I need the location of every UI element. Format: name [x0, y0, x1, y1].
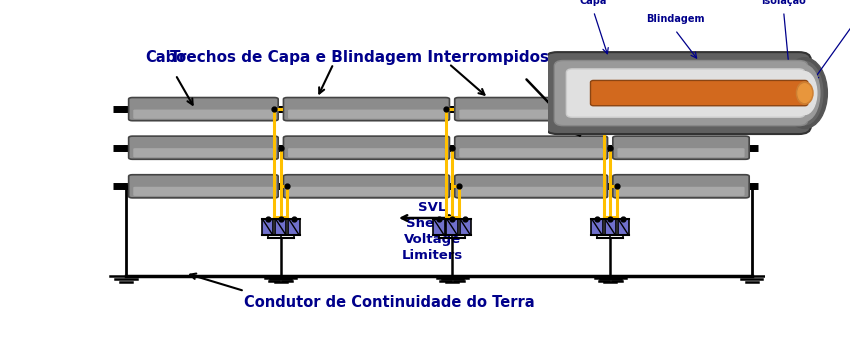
FancyBboxPatch shape [133, 187, 274, 196]
Text: Cabo: Cabo [145, 50, 186, 65]
Ellipse shape [793, 72, 817, 115]
Ellipse shape [782, 58, 827, 129]
Text: Blindagem: Blindagem [646, 14, 705, 24]
FancyBboxPatch shape [592, 219, 603, 235]
FancyBboxPatch shape [288, 148, 445, 158]
Text: Trechos de Capa e Blindagem Interrompidos: Trechos de Capa e Blindagem Interrompido… [170, 50, 549, 65]
FancyBboxPatch shape [128, 97, 278, 121]
Ellipse shape [798, 84, 812, 102]
FancyBboxPatch shape [613, 97, 749, 121]
Text: SVL
Sheath
Voltage
Limiters: SVL Sheath Voltage Limiters [402, 202, 463, 262]
FancyBboxPatch shape [283, 97, 450, 121]
FancyBboxPatch shape [455, 97, 608, 121]
FancyBboxPatch shape [288, 110, 445, 119]
FancyBboxPatch shape [128, 136, 278, 159]
FancyBboxPatch shape [283, 175, 450, 198]
FancyBboxPatch shape [460, 219, 471, 235]
FancyBboxPatch shape [618, 219, 629, 235]
FancyBboxPatch shape [613, 175, 749, 198]
FancyBboxPatch shape [617, 148, 745, 158]
FancyBboxPatch shape [604, 219, 615, 235]
FancyBboxPatch shape [617, 110, 745, 119]
FancyBboxPatch shape [617, 187, 745, 196]
FancyBboxPatch shape [275, 219, 286, 235]
FancyBboxPatch shape [455, 136, 608, 159]
FancyBboxPatch shape [591, 81, 808, 106]
FancyBboxPatch shape [262, 219, 273, 235]
FancyBboxPatch shape [128, 175, 278, 198]
FancyBboxPatch shape [545, 52, 811, 134]
FancyBboxPatch shape [133, 110, 274, 119]
FancyBboxPatch shape [288, 219, 299, 235]
FancyBboxPatch shape [459, 187, 603, 196]
FancyBboxPatch shape [283, 136, 450, 159]
Text: Capa: Capa [580, 0, 607, 6]
FancyBboxPatch shape [554, 61, 808, 126]
Text: Condutor de Continuidade do Terra: Condutor de Continuidade do Terra [244, 295, 535, 310]
Ellipse shape [796, 82, 813, 104]
FancyBboxPatch shape [446, 219, 457, 235]
Ellipse shape [790, 65, 819, 121]
FancyBboxPatch shape [455, 175, 608, 198]
FancyBboxPatch shape [434, 219, 445, 235]
FancyBboxPatch shape [566, 69, 805, 117]
FancyBboxPatch shape [288, 187, 445, 196]
Text: Isolação: Isolação [762, 0, 806, 6]
FancyBboxPatch shape [459, 110, 603, 119]
Ellipse shape [786, 62, 823, 125]
FancyBboxPatch shape [133, 148, 274, 158]
FancyBboxPatch shape [459, 148, 603, 158]
FancyBboxPatch shape [613, 136, 749, 159]
